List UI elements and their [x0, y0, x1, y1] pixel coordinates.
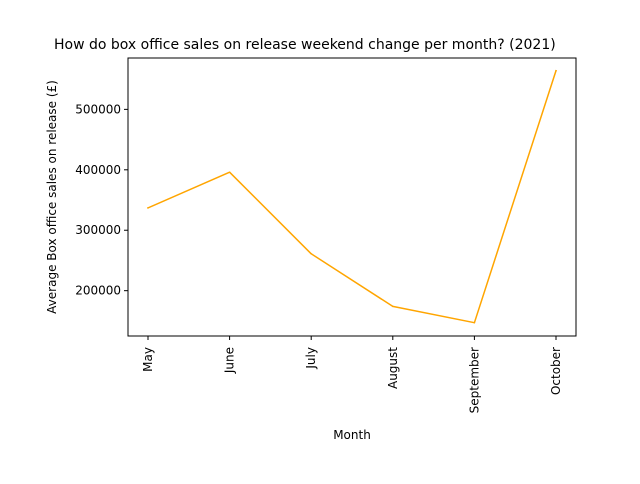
x-axis: May June July August September October	[141, 336, 563, 413]
data-point	[228, 171, 231, 173]
data-point	[392, 305, 394, 308]
y-axis-label: Average Box office sales on release (£)	[45, 80, 59, 314]
chart-title: How do box office sales on release weeke…	[54, 37, 556, 53]
x-tick-label: September	[467, 347, 481, 413]
x-tick-label: June	[223, 347, 237, 374]
series-layer	[147, 69, 557, 324]
series-line	[147, 69, 557, 324]
x-tick-label: May	[141, 347, 155, 372]
plot-area-frame	[127, 57, 577, 337]
data-point	[310, 253, 312, 255]
data-point	[473, 321, 476, 324]
x-tick-label: August	[386, 347, 400, 389]
y-tick-label: 300000	[75, 223, 121, 237]
data-point	[147, 207, 149, 209]
x-axis-label: Month	[333, 428, 371, 442]
data-point	[555, 69, 557, 72]
y-tick-label: 400000	[75, 163, 121, 177]
y-tick-label: 500000	[75, 102, 121, 116]
y-tick-label: 200000	[75, 284, 121, 298]
x-tick-label: July	[304, 347, 318, 370]
x-tick-label: October	[549, 347, 563, 395]
y-axis: 200000 300000 400000 500000	[75, 102, 128, 298]
